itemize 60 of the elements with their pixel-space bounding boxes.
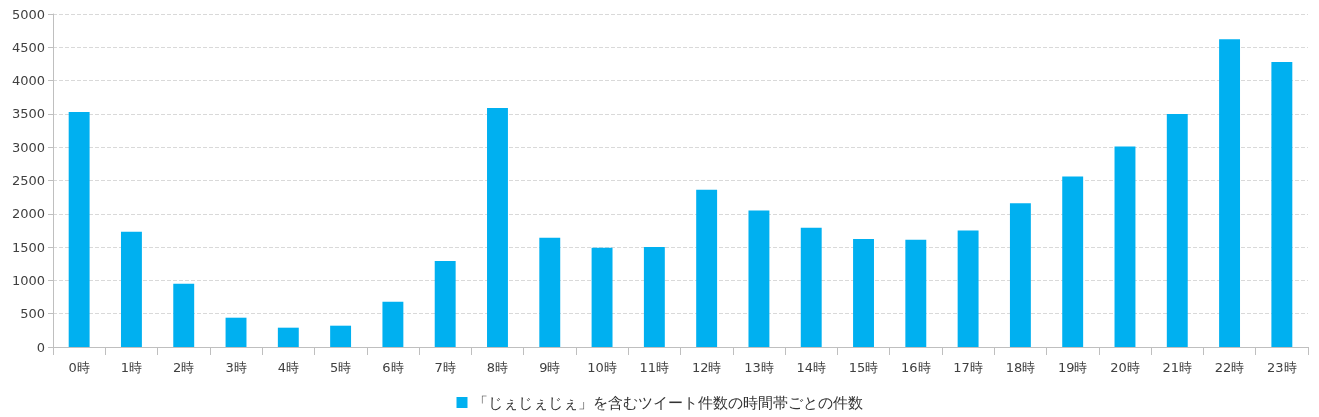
y-tick-label: 2500 [11,173,45,188]
x-tick-label: 19時 [1057,360,1088,375]
y-tick-label: 500 [20,306,45,322]
legend-label: 「じぇじぇじぇ」を含むツイート件数の時間帯ごとの件数 [472,393,863,412]
x-tick-label: 7時 [434,360,456,375]
bar [853,239,874,347]
x-tick-label: 4時 [277,360,299,375]
bar [957,230,979,347]
x-tick-label: 8時 [486,360,509,375]
y-tick-label: 3000 [11,139,45,155]
x-tick-label: 3時 [225,360,247,375]
y-tick-label: 1500 [11,239,45,255]
bar [277,327,299,347]
bar [382,301,404,347]
bar [1271,61,1293,347]
bar [1166,113,1188,347]
bar [591,247,613,347]
y-tick-label: 4500 [11,39,45,55]
x-tick-label: 17時 [953,360,983,375]
y-tick-label: 5000 [11,6,45,22]
x-tick-label: 22時 [1214,360,1245,375]
bar [800,227,822,347]
x-tick-label: 20時 [1110,360,1140,375]
bar [643,247,665,347]
y-tick-label: 3500 [11,106,45,122]
x-tick-label: 0時 [68,360,90,375]
x-tick-label: 14時 [796,360,826,375]
x-tick-label: 16時 [901,360,931,375]
x-tick-label: 11時 [639,360,670,375]
y-tick-label: 1000 [11,272,45,288]
x-tick-label: 10時 [587,360,617,375]
x-tick-label: 6時 [382,360,404,375]
y-tick-label: 2000 [11,206,45,222]
y-tick-label: 0 [36,339,45,355]
bar [1114,146,1136,347]
x-tick-label: 13時 [744,360,774,375]
bar [487,107,508,347]
bar [748,210,770,347]
bar [173,283,195,347]
bar [434,261,456,347]
x-tick-label: 12時 [691,360,722,375]
bar [1219,39,1241,347]
bar [330,325,352,347]
bar [1009,203,1031,347]
bar [225,317,247,347]
x-tick-label: 23時 [1267,360,1297,375]
bar [1062,176,1084,347]
x-tick-label: 2時 [173,360,195,375]
bar [539,237,561,347]
x-tick-label: 1時 [120,360,143,375]
x-tick-label: 9時 [539,360,561,375]
x-tick-label: 18時 [1005,360,1036,375]
x-tick-label: 15時 [848,360,879,375]
y-tick-label: 4000 [11,73,45,89]
x-tick-label: 21時 [1162,360,1193,375]
x-tick-label: 5時 [329,360,352,375]
bar [696,189,718,347]
bar [905,239,927,347]
bar [120,231,142,347]
bar [68,111,90,347]
